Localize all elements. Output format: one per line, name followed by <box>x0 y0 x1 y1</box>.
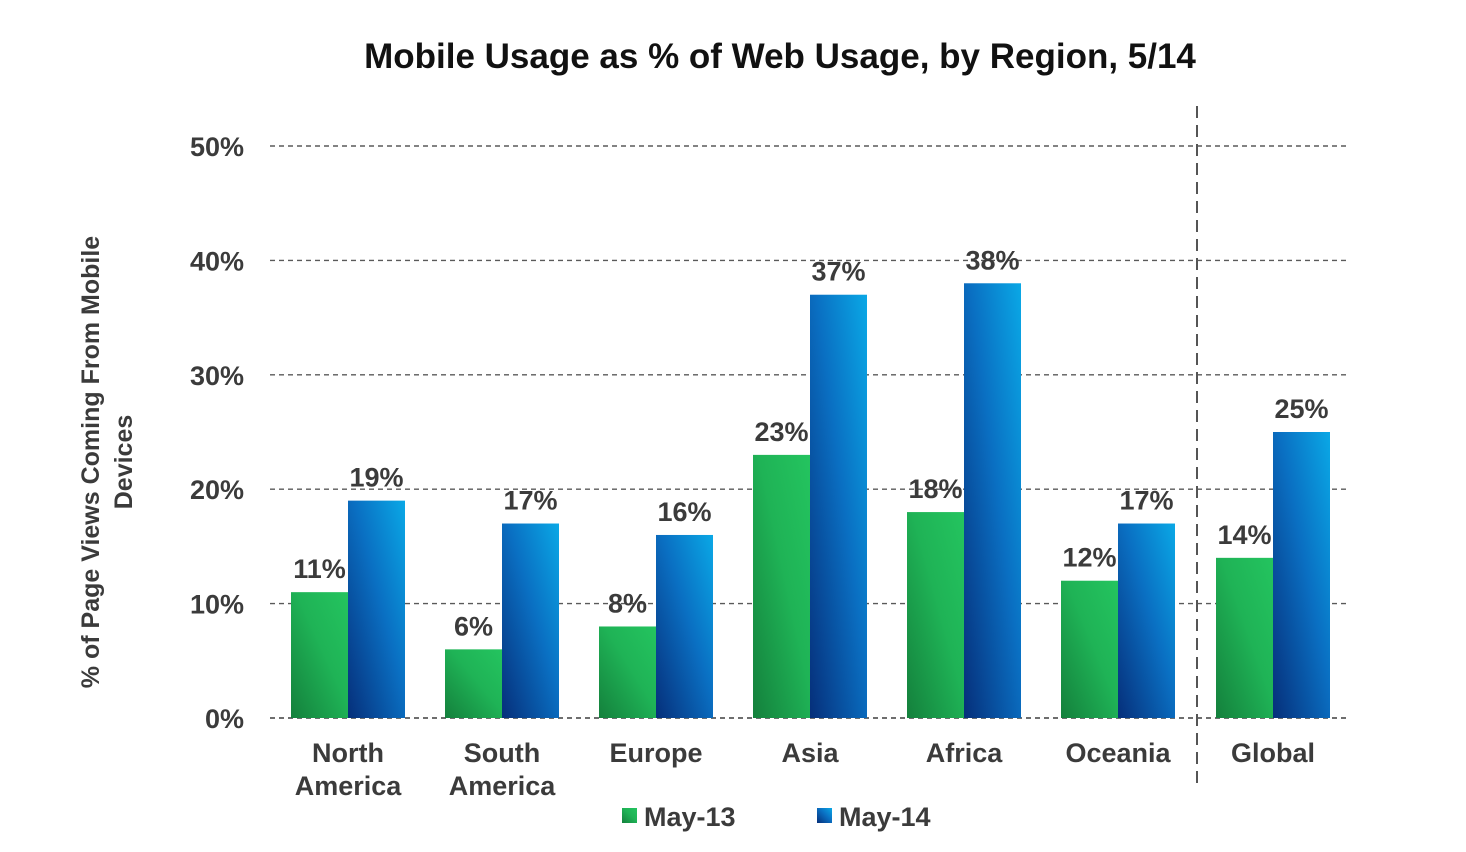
bars <box>291 283 1330 718</box>
data-label-may-14-europe: 16% <box>657 497 711 527</box>
x-tick-label-south-america: South America <box>449 738 557 801</box>
data-label-may-13-africa: 18% <box>908 474 962 504</box>
data-labels: 11%19%6%17%8%16%23%37%18%38%12%17%14%25% <box>293 245 1328 641</box>
data-label-may-13-north-america: 11% <box>293 554 346 584</box>
data-label-may-14-north-america: 19% <box>349 463 403 493</box>
data-label-may-14-africa: 38% <box>965 245 1019 275</box>
data-label-may-13-europe: 8% <box>608 588 647 618</box>
bar-may-14-europe <box>656 534 713 718</box>
bar-may-14-oceania <box>1118 523 1175 718</box>
y-axis-label: % of Page Views Coming From Mobile <box>77 236 105 688</box>
bar-may-14-asia <box>810 294 867 718</box>
y-tick-label: 0% <box>205 704 244 734</box>
bar-may-14-north-america <box>348 500 405 718</box>
bar-may-13-asia <box>753 454 810 718</box>
data-label-may-14-south-america: 17% <box>503 486 557 516</box>
x-tick-label-global: Global <box>1231 738 1315 768</box>
data-label-may-13-south-america: 6% <box>454 611 493 641</box>
data-label-may-14-asia: 37% <box>811 257 865 287</box>
bar-may-14-global <box>1273 432 1330 718</box>
data-label-may-14-global: 25% <box>1274 394 1328 424</box>
x-tick-label-asia: Asia <box>781 738 839 768</box>
legend: May-13 May-14 <box>622 802 931 832</box>
y-tick-label: 50% <box>190 132 244 162</box>
data-label-may-14-oceania: 17% <box>1119 486 1173 516</box>
data-label-may-13-global: 14% <box>1217 520 1271 550</box>
bar-may-13-north-america <box>291 592 348 718</box>
legend-label-may-13: May-13 <box>644 802 736 832</box>
legend-swatch-may-14 <box>817 808 832 823</box>
y-tick-label: 20% <box>190 475 244 505</box>
y-axis-ticks: 0% 10% 20% 30% 40% 50% <box>190 132 244 734</box>
bar-may-14-south-america <box>502 523 559 718</box>
bar-may-13-europe <box>599 626 656 718</box>
bar-may-14-africa <box>964 283 1021 718</box>
bar-may-13-oceania <box>1061 580 1118 718</box>
bar-may-13-south-america <box>445 649 502 718</box>
y-tick-label: 30% <box>190 361 244 391</box>
data-label-may-13-asia: 23% <box>754 417 808 447</box>
y-tick-label: 40% <box>190 246 244 276</box>
legend-label-may-14: May-14 <box>839 802 931 832</box>
chart-title: Mobile Usage as % of Web Usage, by Regio… <box>364 37 1196 76</box>
bar-may-13-africa <box>907 512 964 718</box>
bar-may-13-global <box>1216 557 1273 718</box>
legend-swatch-may-13 <box>622 808 637 823</box>
data-label-may-13-oceania: 12% <box>1062 543 1116 573</box>
x-tick-label-oceania: Oceania <box>1065 738 1171 768</box>
x-axis-categories: North America South America Europe Asia Africa… <box>295 738 1315 801</box>
x-tick-label-africa: Africa <box>926 738 1004 768</box>
x-tick-label-north-america: North America <box>295 738 403 801</box>
x-tick-label-europe: Europe <box>609 738 702 768</box>
y-tick-label: 10% <box>190 590 244 620</box>
y-axis-label-line-2: Devices <box>110 415 138 510</box>
